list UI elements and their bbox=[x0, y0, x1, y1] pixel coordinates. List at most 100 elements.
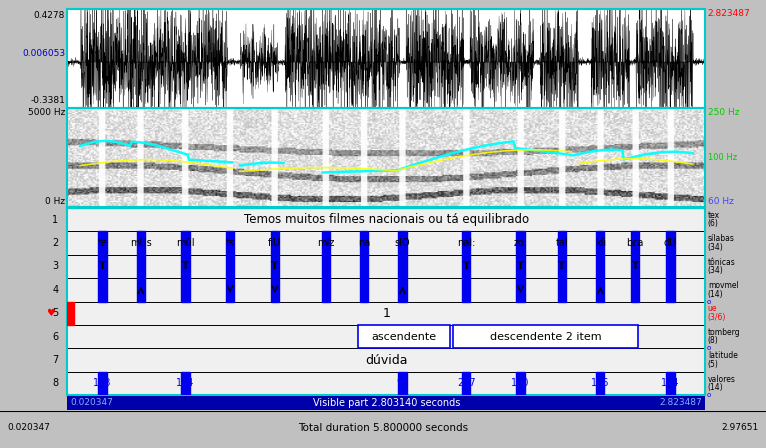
Bar bbox=[453, 325, 639, 349]
Text: (34): (34) bbox=[708, 266, 724, 275]
Bar bbox=[462, 231, 470, 302]
Text: o: o bbox=[706, 345, 711, 351]
Text: dúvida: dúvida bbox=[365, 353, 408, 366]
Text: 6: 6 bbox=[52, 332, 58, 342]
Text: o: o bbox=[706, 298, 711, 305]
Text: te: te bbox=[97, 238, 107, 248]
Text: bɾa: bɾa bbox=[627, 238, 644, 248]
Bar bbox=[67, 302, 74, 325]
Text: 100 Hz: 100 Hz bbox=[708, 153, 737, 162]
Text: 217: 217 bbox=[457, 379, 476, 388]
Text: (8): (8) bbox=[708, 336, 719, 345]
Bar bbox=[182, 372, 190, 395]
Text: 90: 90 bbox=[396, 379, 408, 388]
Bar bbox=[516, 372, 525, 395]
Text: 250 Hz: 250 Hz bbox=[708, 108, 739, 117]
Text: 2.97651: 2.97651 bbox=[721, 423, 758, 432]
Text: 8: 8 bbox=[52, 379, 58, 388]
Bar bbox=[360, 231, 368, 302]
Text: T: T bbox=[632, 261, 639, 271]
Text: kli: kli bbox=[594, 238, 606, 248]
Text: latitude: latitude bbox=[708, 351, 738, 360]
Text: -0.3381: -0.3381 bbox=[30, 96, 65, 105]
Text: T: T bbox=[463, 261, 470, 271]
Bar bbox=[631, 231, 640, 302]
Text: 4: 4 bbox=[52, 285, 58, 295]
Text: T: T bbox=[271, 261, 278, 271]
Text: taI: taI bbox=[555, 238, 568, 248]
Text: Visible part 2.803140 seconds: Visible part 2.803140 seconds bbox=[313, 398, 460, 408]
Text: 2.823487: 2.823487 bbox=[660, 398, 702, 408]
Text: (14): (14) bbox=[708, 383, 723, 392]
Bar bbox=[516, 231, 525, 302]
Bar bbox=[596, 372, 604, 395]
Text: (3/6): (3/6) bbox=[708, 313, 726, 322]
Text: 154: 154 bbox=[661, 379, 679, 388]
Text: 130: 130 bbox=[511, 379, 529, 388]
Text: ascendente: ascendente bbox=[372, 332, 437, 342]
Bar bbox=[182, 231, 190, 302]
Bar bbox=[398, 231, 407, 302]
Text: ue: ue bbox=[708, 305, 717, 314]
Text: 0.020347: 0.020347 bbox=[8, 423, 51, 432]
Text: (6): (6) bbox=[708, 219, 719, 228]
Text: o: o bbox=[706, 392, 711, 398]
Text: 194: 194 bbox=[176, 379, 195, 388]
Text: T: T bbox=[99, 261, 106, 271]
Text: zo:: zo: bbox=[513, 238, 528, 248]
Bar bbox=[666, 231, 675, 302]
Text: 2: 2 bbox=[52, 238, 58, 248]
Text: ♥: ♥ bbox=[46, 308, 55, 318]
Text: naI:: naI: bbox=[457, 238, 476, 248]
Text: sIO: sIO bbox=[394, 238, 411, 248]
Text: 0 Hz: 0 Hz bbox=[45, 197, 65, 206]
Bar bbox=[596, 231, 604, 302]
Text: 0.020347: 0.020347 bbox=[70, 398, 113, 408]
Text: T: T bbox=[182, 261, 189, 271]
Bar bbox=[98, 231, 106, 302]
Text: 116: 116 bbox=[591, 379, 610, 388]
Text: (34): (34) bbox=[708, 243, 724, 252]
Text: descendente 2 item: descendente 2 item bbox=[490, 332, 602, 342]
Text: 1: 1 bbox=[382, 307, 391, 320]
Text: na: na bbox=[358, 238, 370, 248]
Text: Total duration 5.800000 seconds: Total duration 5.800000 seconds bbox=[298, 422, 468, 433]
Bar bbox=[136, 231, 145, 302]
Text: 2.823487: 2.823487 bbox=[708, 9, 751, 18]
Text: tônicas: tônicas bbox=[708, 258, 735, 267]
Bar bbox=[270, 231, 279, 302]
Bar bbox=[398, 372, 407, 395]
Text: 1: 1 bbox=[52, 215, 58, 224]
Text: tomberg: tomberg bbox=[708, 328, 741, 337]
Text: movmel: movmel bbox=[708, 281, 738, 290]
Text: 7: 7 bbox=[52, 355, 58, 365]
Text: T: T bbox=[517, 261, 524, 271]
Text: valores: valores bbox=[708, 375, 735, 384]
Bar bbox=[226, 231, 234, 302]
Text: fiU: fiU bbox=[268, 238, 281, 248]
Text: 0.006053: 0.006053 bbox=[22, 49, 65, 58]
Bar bbox=[558, 231, 566, 302]
Text: (14): (14) bbox=[708, 289, 723, 298]
Bar bbox=[98, 372, 106, 395]
Bar bbox=[358, 325, 450, 349]
Text: 0.4278: 0.4278 bbox=[34, 11, 65, 20]
Text: 5000 Hz: 5000 Hz bbox=[28, 108, 65, 117]
Text: tex: tex bbox=[708, 211, 720, 220]
Text: mũI: mũI bbox=[176, 238, 195, 248]
Text: T: T bbox=[558, 261, 565, 271]
Text: 3: 3 bbox=[52, 261, 58, 271]
Text: (5): (5) bbox=[708, 360, 719, 369]
Bar bbox=[666, 372, 675, 395]
Text: dU: dU bbox=[664, 238, 677, 248]
Text: 60 Hz: 60 Hz bbox=[708, 197, 734, 206]
Bar bbox=[462, 372, 470, 395]
Text: sílabas: sílabas bbox=[708, 234, 735, 243]
Text: mIz: mIz bbox=[317, 238, 335, 248]
Text: ts: ts bbox=[226, 238, 234, 248]
Bar bbox=[322, 231, 330, 302]
Text: 5: 5 bbox=[52, 308, 58, 318]
Text: 173: 173 bbox=[93, 379, 112, 388]
Text: mUs: mUs bbox=[130, 238, 152, 248]
Text: Temos muitos filmes nacionais ou tá equilibrado: Temos muitos filmes nacionais ou tá equi… bbox=[244, 213, 529, 226]
